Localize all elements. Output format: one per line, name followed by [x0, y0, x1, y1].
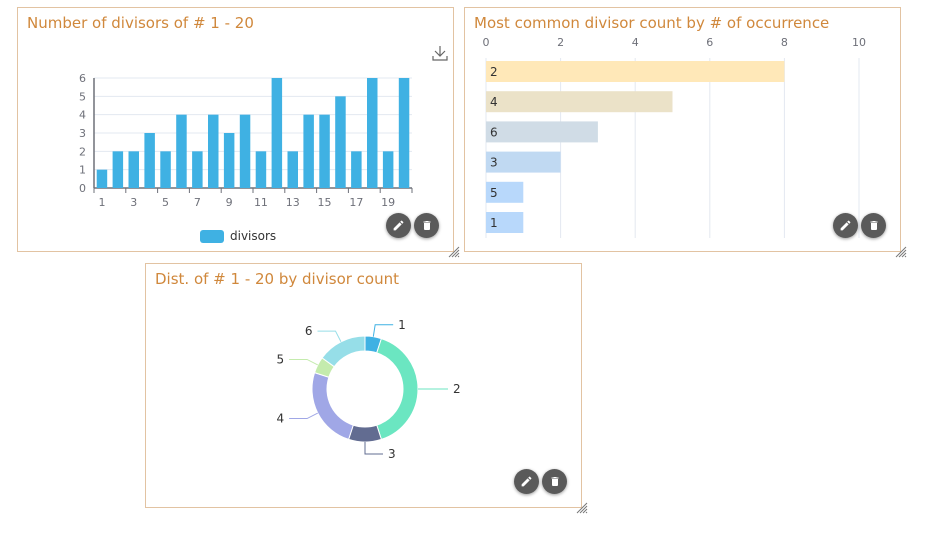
svg-text:19: 19	[381, 196, 395, 209]
svg-text:7: 7	[194, 196, 201, 209]
resize-handle[interactable]	[574, 500, 588, 514]
delete-button[interactable]	[861, 213, 886, 238]
svg-text:17: 17	[349, 196, 363, 209]
edit-icon	[840, 220, 851, 231]
svg-text:5: 5	[490, 186, 498, 200]
svg-text:13: 13	[286, 196, 300, 209]
svg-text:2: 2	[490, 65, 498, 79]
divisor-count-occurrence-card: Most common divisor count by # of occurr…	[464, 7, 907, 258]
svg-text:2: 2	[453, 382, 461, 396]
svg-text:6: 6	[305, 324, 313, 338]
delete-icon	[870, 221, 877, 230]
svg-text:2: 2	[557, 36, 564, 49]
svg-text:5: 5	[79, 90, 86, 103]
occurrence-hbar-chart: 0 2 4 6 8 10 2 4 6 3 5 1	[483, 36, 866, 238]
legend-label: divisors	[230, 229, 277, 243]
svg-text:1: 1	[490, 216, 498, 230]
svg-text:1: 1	[79, 164, 86, 177]
svg-text:10: 10	[852, 36, 866, 49]
delete-icon	[551, 477, 558, 486]
svg-text:6: 6	[79, 72, 86, 85]
svg-text:11: 11	[254, 196, 268, 209]
svg-text:0: 0	[483, 36, 490, 49]
card-title: Most common divisor count by # of occurr…	[474, 14, 830, 32]
divisor-distribution-donut-card: Dist. of # 1 - 20 by divisor count 1 2 3 4 5…	[145, 263, 588, 514]
svg-text:5: 5	[162, 196, 169, 209]
svg-text:15: 15	[318, 196, 332, 209]
svg-text:1: 1	[398, 318, 406, 332]
resize-handle[interactable]	[446, 244, 460, 258]
edit-button[interactable]	[386, 213, 411, 238]
edit-button[interactable]	[514, 469, 539, 494]
resize-handle[interactable]	[893, 244, 907, 258]
svg-text:9: 9	[226, 196, 233, 209]
svg-text:3: 3	[388, 447, 396, 461]
legend-item-divisors[interactable]: divisors	[200, 229, 276, 243]
edit-icon	[393, 220, 404, 231]
svg-text:2: 2	[79, 145, 86, 158]
download-icon[interactable]	[432, 45, 448, 61]
svg-text:8: 8	[781, 36, 788, 49]
delete-button[interactable]	[414, 213, 439, 238]
svg-text:4: 4	[490, 95, 498, 109]
card-title: Number of divisors of # 1 - 20	[27, 14, 254, 32]
edit-icon	[521, 476, 532, 487]
svg-text:0: 0	[79, 182, 86, 195]
edit-button[interactable]	[833, 213, 858, 238]
svg-text:5: 5	[276, 352, 284, 366]
legend-swatch	[200, 229, 224, 243]
card-title: Dist. of # 1 - 20 by divisor count	[155, 270, 400, 288]
svg-text:4: 4	[632, 36, 639, 49]
delete-icon	[423, 221, 430, 230]
svg-text:1: 1	[98, 196, 105, 209]
svg-text:6: 6	[490, 125, 498, 139]
delete-button[interactable]	[542, 469, 567, 494]
svg-text:3: 3	[130, 196, 137, 209]
svg-text:3: 3	[79, 127, 86, 140]
distribution-donut-chart: 1 2 3 4 5 6	[276, 318, 461, 461]
svg-text:4: 4	[276, 412, 284, 426]
svg-text:3: 3	[490, 156, 498, 170]
svg-text:6: 6	[706, 36, 713, 49]
svg-text:4: 4	[79, 109, 86, 122]
